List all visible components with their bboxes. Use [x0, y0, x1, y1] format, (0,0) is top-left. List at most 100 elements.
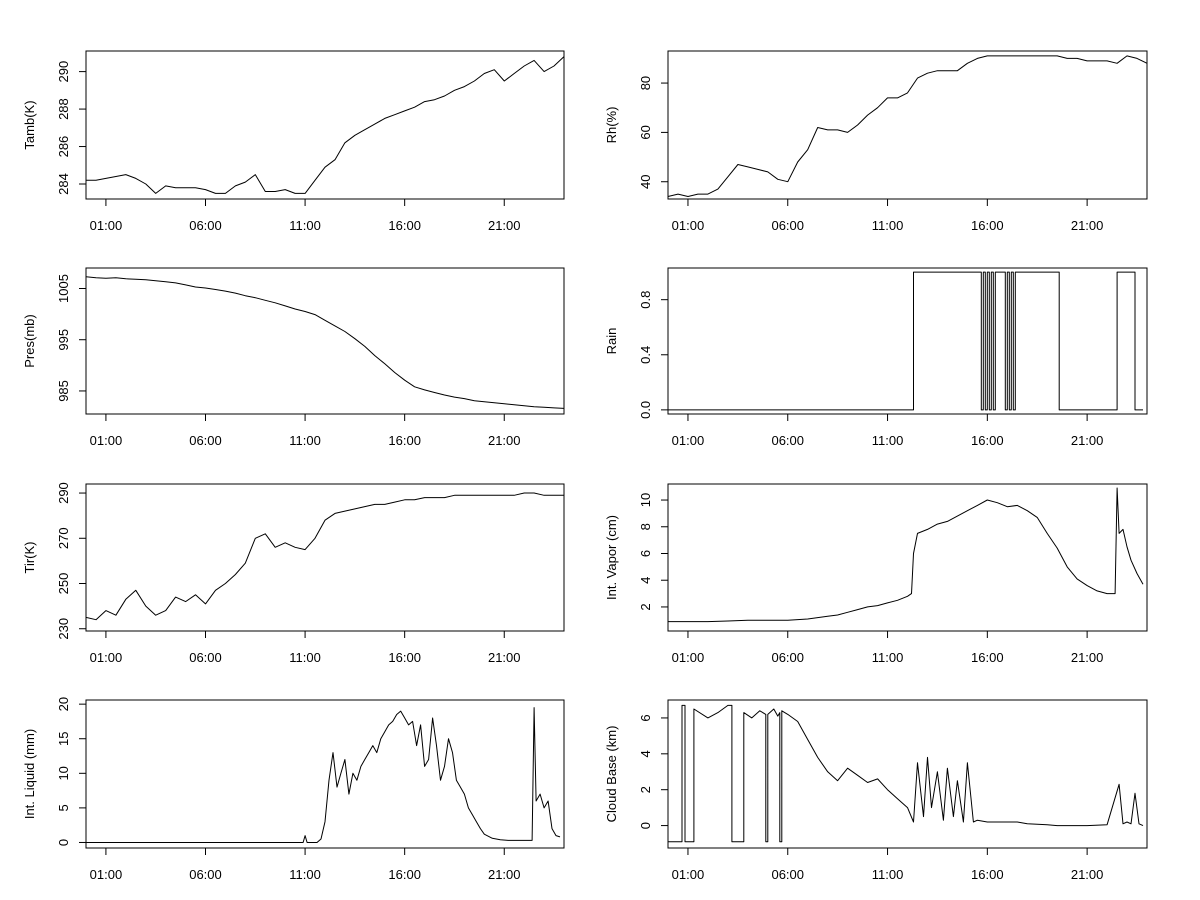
x-tick-label: 06:00 — [189, 433, 222, 448]
x-tick-label: 11:00 — [872, 867, 904, 882]
x-tick-label: 11:00 — [872, 650, 904, 665]
x-tick-label: 01:00 — [90, 218, 123, 233]
plot-frame — [85, 50, 565, 200]
y-tick-label: 290 — [56, 61, 71, 83]
y-tick-label: 2 — [638, 786, 653, 793]
panel-2: 01:00 06:00 11:00 16:00 21:00 985 995 1005 Pres(… — [22, 267, 565, 448]
series-line — [85, 276, 565, 409]
x-tick-label: 06:00 — [771, 218, 804, 233]
panel-5: 01:00 06:00 11:00 16:00 21:00 2 4 6 8 10 Int. Vapo… — [604, 483, 1148, 665]
panel-7: 01:00 06:00 11:00 16:00 21:00 0 2 4 6 Cloud Base … — [604, 699, 1148, 882]
x-tick-label: 16:00 — [388, 650, 421, 665]
x-tick-label: 01:00 — [90, 650, 123, 665]
x-tick-label: 11:00 — [872, 433, 904, 448]
y-axis-label: Int. Vapor (cm) — [604, 515, 619, 600]
x-tick-label: 11:00 — [289, 218, 321, 233]
y-tick-label: 8 — [638, 523, 653, 530]
y-tick-label: 0.4 — [638, 346, 653, 364]
y-tick-label: 2 — [638, 603, 653, 610]
y-tick-label: 284 — [56, 173, 71, 195]
y-tick-label: 250 — [56, 573, 71, 595]
x-tick-label: 16:00 — [388, 867, 421, 882]
y-tick-label: 0 — [56, 839, 71, 846]
x-tick-label: 11:00 — [289, 433, 321, 448]
y-axis-label: Int. Liquid (mm) — [22, 729, 37, 819]
x-tick-label: 16:00 — [388, 218, 421, 233]
plot-frame — [85, 699, 565, 849]
x-tick-label: 06:00 — [771, 867, 804, 882]
x-tick-label: 16:00 — [388, 433, 421, 448]
plot-frame — [85, 267, 565, 415]
x-tick-label: 01:00 — [672, 433, 705, 448]
plot-frame — [667, 50, 1148, 200]
y-tick-label: 995 — [56, 329, 71, 351]
panel-6: 01:00 06:00 11:00 16:00 21:00 0 5 10 15 20 Int. Li… — [22, 697, 565, 882]
x-tick-label: 01:00 — [90, 867, 123, 882]
y-tick-label: 1005 — [56, 274, 71, 303]
y-axis-label: Rh(%) — [604, 107, 619, 144]
x-tick-label: 21:00 — [1071, 433, 1104, 448]
y-tick-label: 4 — [638, 577, 653, 584]
panel-1: 01:00 06:00 11:00 16:00 21:00 40 60 80 Rh(%) — [604, 50, 1148, 233]
x-tick-label: 16:00 — [971, 218, 1004, 233]
x-tick-label: 16:00 — [971, 650, 1004, 665]
x-tick-label: 01:00 — [90, 433, 123, 448]
x-tick-label: 21:00 — [1071, 867, 1104, 882]
panel-0: 01:00 06:00 11:00 16:00 21:00 284 286 288 290 Tam… — [22, 50, 565, 233]
y-tick-label: 6 — [638, 550, 653, 557]
y-tick-label: 20 — [56, 697, 71, 711]
x-tick-label: 11:00 — [872, 218, 904, 233]
series-line — [86, 56, 565, 194]
y-tick-label: 80 — [638, 76, 653, 90]
y-tick-label: 15 — [56, 731, 71, 745]
plot-frame — [667, 699, 1148, 849]
series-line — [668, 487, 1144, 623]
y-tick-label: 0.8 — [638, 291, 653, 309]
panel-4: 01:00 06:00 11:00 16:00 21:00 230 250 270 290 Tir… — [22, 482, 565, 665]
y-tick-label: 0.0 — [638, 401, 653, 419]
x-tick-label: 21:00 — [488, 867, 521, 882]
y-tick-label: 6 — [638, 714, 653, 721]
y-tick-label: 10 — [638, 493, 653, 507]
x-tick-label: 21:00 — [1071, 650, 1104, 665]
y-tick-label: 288 — [56, 98, 71, 120]
x-tick-label: 06:00 — [189, 867, 222, 882]
y-tick-label: 10 — [56, 766, 71, 780]
x-tick-label: 16:00 — [971, 867, 1004, 882]
y-tick-label: 286 — [56, 136, 71, 158]
y-tick-label: 0 — [638, 822, 653, 829]
y-tick-label: 5 — [56, 804, 71, 811]
panel-3: 01:00 06:00 11:00 16:00 21:00 0.0 0.4 0.8 Rain — [604, 267, 1148, 448]
series-line — [668, 271, 1143, 411]
x-tick-label: 16:00 — [971, 433, 1004, 448]
plot-frame — [667, 483, 1148, 632]
y-axis-label: Tir(K) — [22, 541, 37, 573]
x-tick-label: 21:00 — [488, 650, 521, 665]
x-tick-label: 21:00 — [488, 433, 521, 448]
x-tick-label: 11:00 — [289, 867, 321, 882]
y-axis-label: Cloud Base (km) — [604, 726, 619, 823]
y-axis-label: Pres(mb) — [22, 314, 37, 367]
x-tick-label: 01:00 — [672, 650, 705, 665]
x-tick-label: 01:00 — [672, 867, 705, 882]
plot-frame — [667, 267, 1148, 415]
y-tick-label: 60 — [638, 125, 653, 139]
x-tick-label: 01:00 — [672, 218, 705, 233]
y-tick-label: 40 — [638, 174, 653, 188]
x-tick-label: 21:00 — [1071, 218, 1104, 233]
series-line — [667, 55, 1148, 197]
x-tick-label: 06:00 — [771, 650, 804, 665]
series-line — [668, 704, 1144, 843]
y-tick-label: 230 — [56, 618, 71, 640]
plot-frame — [85, 483, 565, 632]
y-tick-label: 270 — [56, 527, 71, 549]
y-tick-label: 985 — [56, 380, 71, 402]
y-tick-label: 4 — [638, 750, 653, 757]
series-line — [85, 492, 564, 621]
x-tick-label: 06:00 — [771, 433, 804, 448]
x-tick-label: 06:00 — [189, 218, 222, 233]
y-axis-label: Rain — [604, 328, 619, 355]
x-tick-label: 06:00 — [189, 650, 222, 665]
y-axis-label: Tamb(K) — [22, 100, 37, 149]
